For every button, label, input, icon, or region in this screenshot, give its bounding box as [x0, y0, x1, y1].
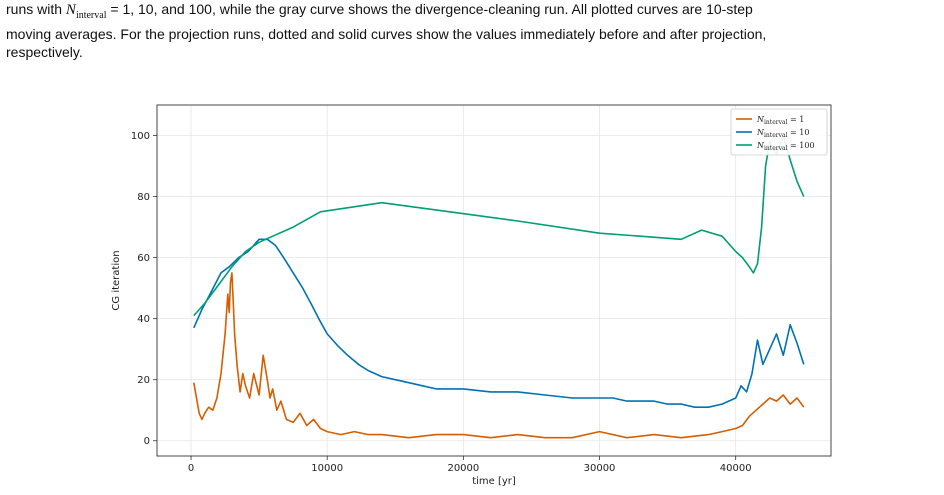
y-tick-label: 0 — [144, 436, 150, 447]
caption-line-3: respectively. — [6, 43, 83, 60]
caption-text: runs with — [6, 1, 66, 17]
caption-symbol: N — [65, 2, 76, 18]
legend-box — [730, 108, 828, 156]
figure-caption: runs with Ninterval = 1, 10, and 100, wh… — [6, 0, 938, 61]
y-tick-label: 80 — [137, 192, 150, 203]
y-axis-title: CG iteration — [111, 250, 122, 310]
y-tick-label: 100 — [131, 131, 150, 142]
x-tick-label: 30000 — [584, 463, 616, 474]
y-tick-label: 40 — [137, 314, 150, 325]
series-line-2 — [193, 238, 805, 409]
caption-line-2: moving averages. For the projection runs… — [6, 25, 767, 42]
legend-label: Ninterval = 1 — [756, 115, 804, 126]
caption-subscript: interval — [75, 9, 107, 21]
legend-label: Ninterval = 100 — [756, 141, 815, 152]
x-tick-label: 40000 — [720, 463, 752, 474]
series-line-1 — [193, 272, 805, 439]
x-tick-label: 0 — [188, 463, 194, 474]
plot-area — [157, 105, 831, 456]
y-tick-label: 20 — [137, 375, 150, 386]
legend: Ninterval = 1 Ninterval = 10 Ninterval = 1… — [730, 108, 828, 156]
legend-label: Ninterval = 10 — [756, 128, 809, 139]
x-axis-title: time [yr] — [472, 476, 516, 487]
y-tick-label: 60 — [137, 253, 150, 264]
caption-text: = 1, 10, and 100, while the gray curve s… — [106, 1, 753, 17]
plot-frame — [156, 104, 832, 457]
x-tick-label: 20000 — [447, 463, 479, 474]
caption-line-1: runs with Ninterval = 1, 10, and 100, wh… — [6, 0, 938, 25]
x-tick-label: 10000 — [311, 463, 343, 474]
